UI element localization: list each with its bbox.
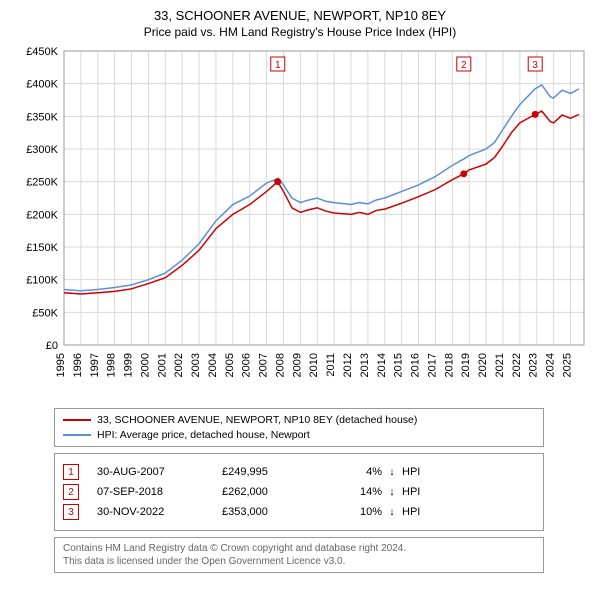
table-pct: 10%	[327, 506, 382, 518]
table-date: 30-AUG-2007	[97, 466, 222, 478]
x-tick-label: 2001	[156, 353, 168, 377]
x-tick-label: 2000	[139, 353, 151, 377]
x-tick-label: 2017	[426, 353, 438, 377]
x-tick-label: 2006	[241, 353, 253, 377]
table-marker: 3	[63, 504, 79, 520]
marker-dot-3	[532, 111, 539, 118]
marker-label-3: 3	[532, 60, 538, 71]
x-tick-label: 2018	[443, 353, 455, 377]
legend-label: HPI: Average price, detached house, Newp…	[97, 428, 310, 443]
table-date: 07-SEP-2018	[97, 486, 222, 498]
table-row: 1 30-AUG-2007£249,9954%↓HPI	[63, 464, 535, 480]
down-arrow-icon: ↓	[382, 506, 402, 518]
x-tick-label: 2010	[308, 353, 320, 377]
x-tick-label: 2025	[561, 353, 573, 377]
marker-label-1: 1	[275, 60, 281, 71]
table-pct: 4%	[327, 466, 382, 478]
y-tick-label: £300K	[26, 144, 58, 156]
y-tick-label: £400K	[26, 79, 58, 91]
title-address: 33, SCHOONER AVENUE, NEWPORT, NP10 8EY	[10, 8, 590, 23]
x-tick-label: 2011	[325, 353, 337, 377]
title-subtitle: Price paid vs. HM Land Registry's House …	[10, 25, 590, 39]
y-tick-label: £450K	[26, 46, 58, 58]
y-tick-label: £50K	[32, 307, 58, 319]
table-pct: 14%	[327, 486, 382, 498]
chart-container: 33, SCHOONER AVENUE, NEWPORT, NP10 8EY P…	[0, 0, 600, 577]
legend-row: 33, SCHOONER AVENUE, NEWPORT, NP10 8EY (…	[63, 413, 535, 428]
x-tick-label: 2020	[477, 353, 489, 377]
x-tick-label: 2022	[511, 353, 523, 377]
table-price: £353,000	[222, 506, 327, 518]
chart-svg: £0 £50K £100K £150K £200K £250K £300K £350K £400…	[10, 45, 590, 400]
marker-dot-2	[460, 170, 467, 177]
table-marker: 1	[63, 464, 79, 480]
x-tick-label: 2014	[376, 353, 388, 377]
legend-box: 33, SCHOONER AVENUE, NEWPORT, NP10 8EY (…	[54, 408, 544, 447]
table-hpi: HPI	[402, 486, 535, 498]
x-tick-label: 2016	[410, 353, 422, 377]
marker-dot-1	[274, 178, 281, 185]
x-tick-label: 2002	[173, 353, 185, 377]
y-tick-label: £250K	[26, 177, 58, 189]
x-tick-label: 2019	[460, 353, 472, 377]
table-row: 2 07-SEP-2018£262,00014%↓HPI	[63, 484, 535, 500]
x-tick-label: 1999	[123, 353, 135, 377]
table-hpi: HPI	[402, 466, 535, 478]
table-date: 30-NOV-2022	[97, 506, 222, 518]
down-arrow-icon: ↓	[382, 486, 402, 498]
x-tick-label: 2012	[342, 353, 354, 377]
table-marker: 2	[63, 484, 79, 500]
chart-area: £0 £50K £100K £150K £200K £250K £300K £350K £400…	[10, 45, 590, 400]
down-arrow-icon: ↓	[382, 466, 402, 478]
y-tick-label: £350K	[26, 111, 58, 123]
x-tick-label: 2015	[393, 353, 405, 377]
x-tick-label: 2005	[224, 353, 236, 377]
legend-swatch	[63, 419, 91, 421]
x-tick-label: 1998	[106, 353, 118, 377]
x-tick-label: 2007	[258, 353, 270, 377]
sales-table: 130-AUG-2007£249,9954%↓HPI207-SEP-2018£2…	[54, 453, 544, 531]
table-row: 3 30-NOV-2022£353,00010%↓HPI	[63, 504, 535, 520]
x-tick-label: 2024	[545, 353, 557, 377]
legend-row: HPI: Average price, detached house, Newp…	[63, 428, 535, 443]
titles: 33, SCHOONER AVENUE, NEWPORT, NP10 8EY P…	[10, 8, 590, 39]
table-price: £249,995	[222, 466, 327, 478]
y-tick-label: £200K	[26, 209, 58, 221]
y-tick-label: £0	[46, 340, 58, 352]
y-tick-label: £150K	[26, 242, 58, 254]
table-price: £262,000	[222, 486, 327, 498]
x-tick-label: 1995	[55, 353, 67, 377]
x-tick-label: 2013	[359, 353, 371, 377]
x-tick-label: 2009	[291, 353, 303, 377]
x-tick-label: 1996	[72, 353, 84, 377]
x-tick-label: 2023	[528, 353, 540, 377]
table-hpi: HPI	[402, 506, 535, 518]
footer-line-2: This data is licensed under the Open Gov…	[63, 555, 535, 568]
marker-label-2: 2	[461, 60, 467, 71]
legend-swatch	[63, 434, 91, 436]
x-tick-label: 2003	[190, 353, 202, 377]
footer-line-1: Contains HM Land Registry data © Crown c…	[63, 542, 535, 555]
footer-box: Contains HM Land Registry data © Crown c…	[54, 537, 544, 573]
x-tick-label: 1997	[89, 353, 101, 377]
legend-label: 33, SCHOONER AVENUE, NEWPORT, NP10 8EY (…	[97, 413, 417, 428]
x-tick-label: 2008	[274, 353, 286, 377]
x-tick-label: 2021	[494, 353, 506, 377]
x-tick-label: 2004	[207, 353, 219, 377]
y-tick-label: £100K	[26, 275, 58, 287]
